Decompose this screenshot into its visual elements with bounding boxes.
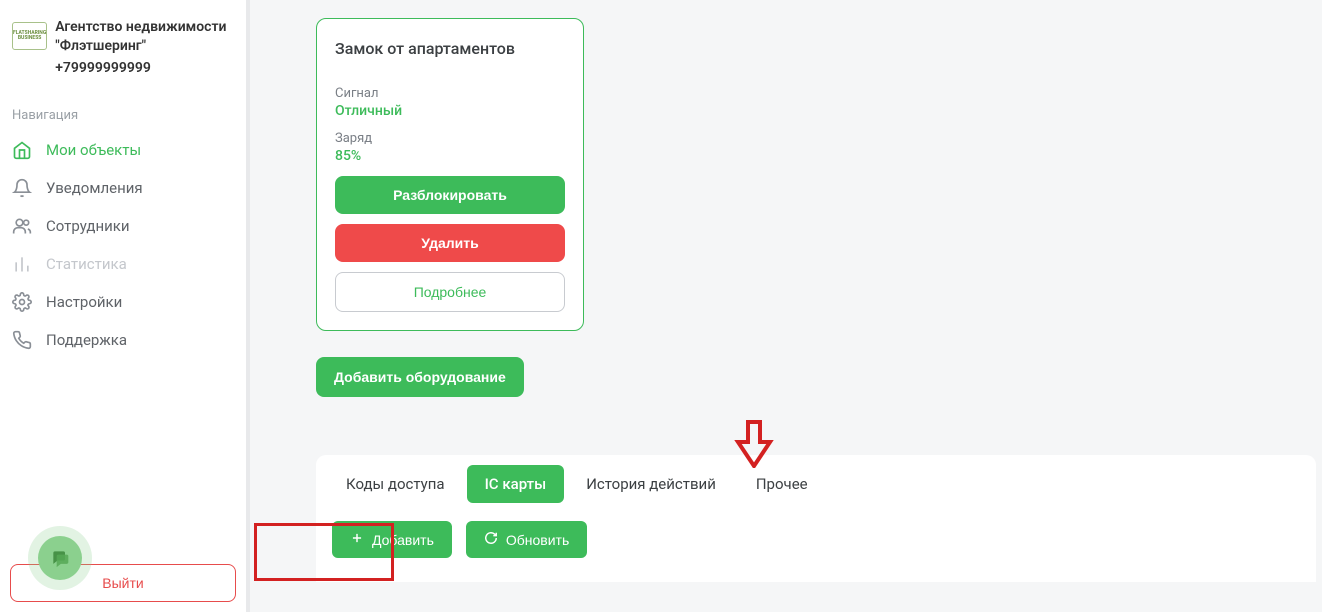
sidebar-item-my-objects[interactable]: Мои объекты — [0, 131, 246, 169]
tab-history[interactable]: История действий — [568, 465, 734, 503]
nav-label: Мои объекты — [46, 141, 141, 159]
nav-label: Настройки — [46, 293, 122, 311]
add-equipment-button[interactable]: Добавить оборудование — [316, 357, 524, 397]
chat-button[interactable] — [38, 536, 82, 580]
nav-label: Уведомления — [46, 179, 143, 197]
lock-card-title: Замок от апартаментов — [335, 39, 565, 58]
charge-value: 85% — [335, 148, 565, 164]
sidebar-item-notifications[interactable]: Уведомления — [0, 169, 246, 207]
refresh-button[interactable]: Обновить — [466, 521, 587, 558]
delete-button[interactable]: Удалить — [335, 224, 565, 262]
nav-label: Поддержка — [46, 331, 127, 349]
sidebar-bottom: Выйти — [10, 536, 236, 602]
company-name: Агентство недвижимости "Флэтшеринг" — [55, 18, 234, 56]
annotation-arrow-icon — [734, 420, 774, 472]
lock-card: Замок от апартаментов Сигнал Отличный За… — [316, 18, 584, 331]
plus-icon — [350, 531, 364, 548]
sidebar-item-support[interactable]: Поддержка — [0, 321, 246, 359]
unlock-button[interactable]: Разблокировать — [335, 176, 565, 214]
profile-block: FLATSHARING BUSINESS Агентство недвижимо… — [0, 0, 246, 90]
sidebar-item-staff[interactable]: Сотрудники — [0, 207, 246, 245]
users-icon — [12, 216, 32, 236]
company-phone: +79999999999 — [55, 60, 234, 76]
signal-field: Сигнал Отличный — [335, 86, 565, 119]
sidebar-item-settings[interactable]: Настройки — [0, 283, 246, 321]
details-button[interactable]: Подробнее — [335, 272, 565, 312]
nav-heading: Навигация — [0, 90, 246, 131]
signal-value: Отличный — [335, 103, 565, 119]
nav-label: Статистика — [46, 255, 127, 273]
gear-icon — [12, 292, 32, 312]
charge-label: Заряд — [335, 131, 565, 146]
refresh-label: Обновить — [506, 532, 569, 548]
refresh-icon — [484, 531, 498, 548]
tab-ic-cards[interactable]: IC карты — [467, 465, 565, 503]
profile-text: Агентство недвижимости "Флэтшеринг" +799… — [55, 18, 234, 76]
add-card-button[interactable]: Добавить — [332, 521, 452, 558]
main-content: Замок от апартаментов Сигнал Отличный За… — [250, 0, 1322, 612]
tab-access-codes[interactable]: Коды доступа — [328, 465, 463, 503]
tab-actions: Добавить Обновить — [332, 521, 1316, 558]
tabs: Коды доступа IC карты История действий П… — [316, 455, 1316, 503]
bars-icon — [12, 254, 32, 274]
bell-icon — [12, 178, 32, 198]
phone-icon — [12, 330, 32, 350]
logo: FLATSHARING BUSINESS — [12, 22, 47, 50]
add-card-label: Добавить — [372, 532, 434, 548]
home-icon — [12, 140, 32, 160]
sidebar: FLATSHARING BUSINESS Агентство недвижимо… — [0, 0, 246, 612]
nav-list: Мои объекты Уведомления Сотрудники Стати… — [0, 131, 246, 359]
sidebar-item-stats[interactable]: Статистика — [0, 245, 246, 283]
tab-panel: Коды доступа IC карты История действий П… — [316, 455, 1316, 582]
signal-label: Сигнал — [335, 86, 565, 101]
charge-field: Заряд 85% — [335, 131, 565, 164]
nav-label: Сотрудники — [46, 217, 130, 235]
